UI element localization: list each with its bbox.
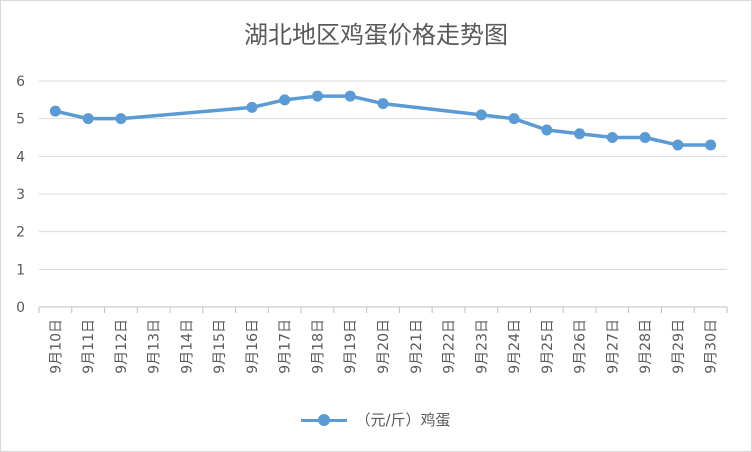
x-tick-label: 9月19日 [343, 319, 359, 374]
x-tick-label: 9月27日 [605, 319, 621, 374]
data-point [311, 90, 323, 102]
y-tick-label: 4 [16, 149, 25, 165]
x-tick-label: 9月17日 [278, 319, 294, 374]
data-point [508, 113, 520, 125]
data-point [672, 139, 684, 151]
legend-swatch [301, 413, 348, 426]
x-tick-label: 9月12日 [114, 319, 130, 374]
chart-title: 湖北地区鸡蛋价格走势图 [244, 21, 508, 49]
x-tick-label: 9月10日 [48, 319, 64, 374]
x-tick-label: 9月18日 [310, 319, 326, 374]
data-point [574, 128, 586, 140]
data-point [246, 101, 258, 113]
data-point [115, 113, 127, 125]
x-tick-label: 9月13日 [147, 319, 163, 374]
x-tick-label: 9月20日 [376, 319, 392, 374]
y-tick-label: 3 [16, 187, 25, 203]
legend-label: （元/斤）鸡蛋 [355, 411, 451, 429]
x-tick-label: 9月30日 [704, 319, 720, 374]
x-tick-label: 9月16日 [245, 319, 261, 374]
data-point [49, 105, 61, 117]
y-tick-label: 2 [16, 225, 25, 241]
x-tick-label: 9月28日 [638, 319, 654, 374]
x-tick-label: 9月23日 [474, 319, 490, 374]
y-tick-label: 5 [16, 112, 25, 128]
y-tick-label: 6 [16, 74, 25, 90]
x-tick-label: 9月11日 [81, 319, 97, 374]
x-tick-label: 9月21日 [409, 319, 425, 374]
data-point [639, 132, 651, 143]
x-tick-label: 9月14日 [179, 319, 195, 374]
legend: （元/斤）鸡蛋 [1, 409, 751, 430]
data-point [82, 113, 94, 125]
y-tick-label: 0 [16, 300, 25, 316]
x-tick-label: 9月22日 [442, 319, 458, 374]
x-tick-label: 9月15日 [212, 319, 228, 374]
y-tick-label: 1 [16, 262, 25, 278]
x-tick-label: 9月29日 [671, 319, 687, 374]
data-point [279, 94, 291, 106]
data-point [705, 139, 717, 151]
data-point [541, 124, 553, 136]
x-tick-label: 9月25日 [540, 319, 556, 374]
data-point [344, 90, 356, 102]
x-tick-label: 9月26日 [573, 319, 589, 374]
series-line [53, 94, 713, 147]
x-tick-label: 9月24日 [507, 319, 523, 374]
data-point [377, 98, 389, 110]
data-point [606, 132, 618, 143]
data-point [475, 109, 487, 121]
